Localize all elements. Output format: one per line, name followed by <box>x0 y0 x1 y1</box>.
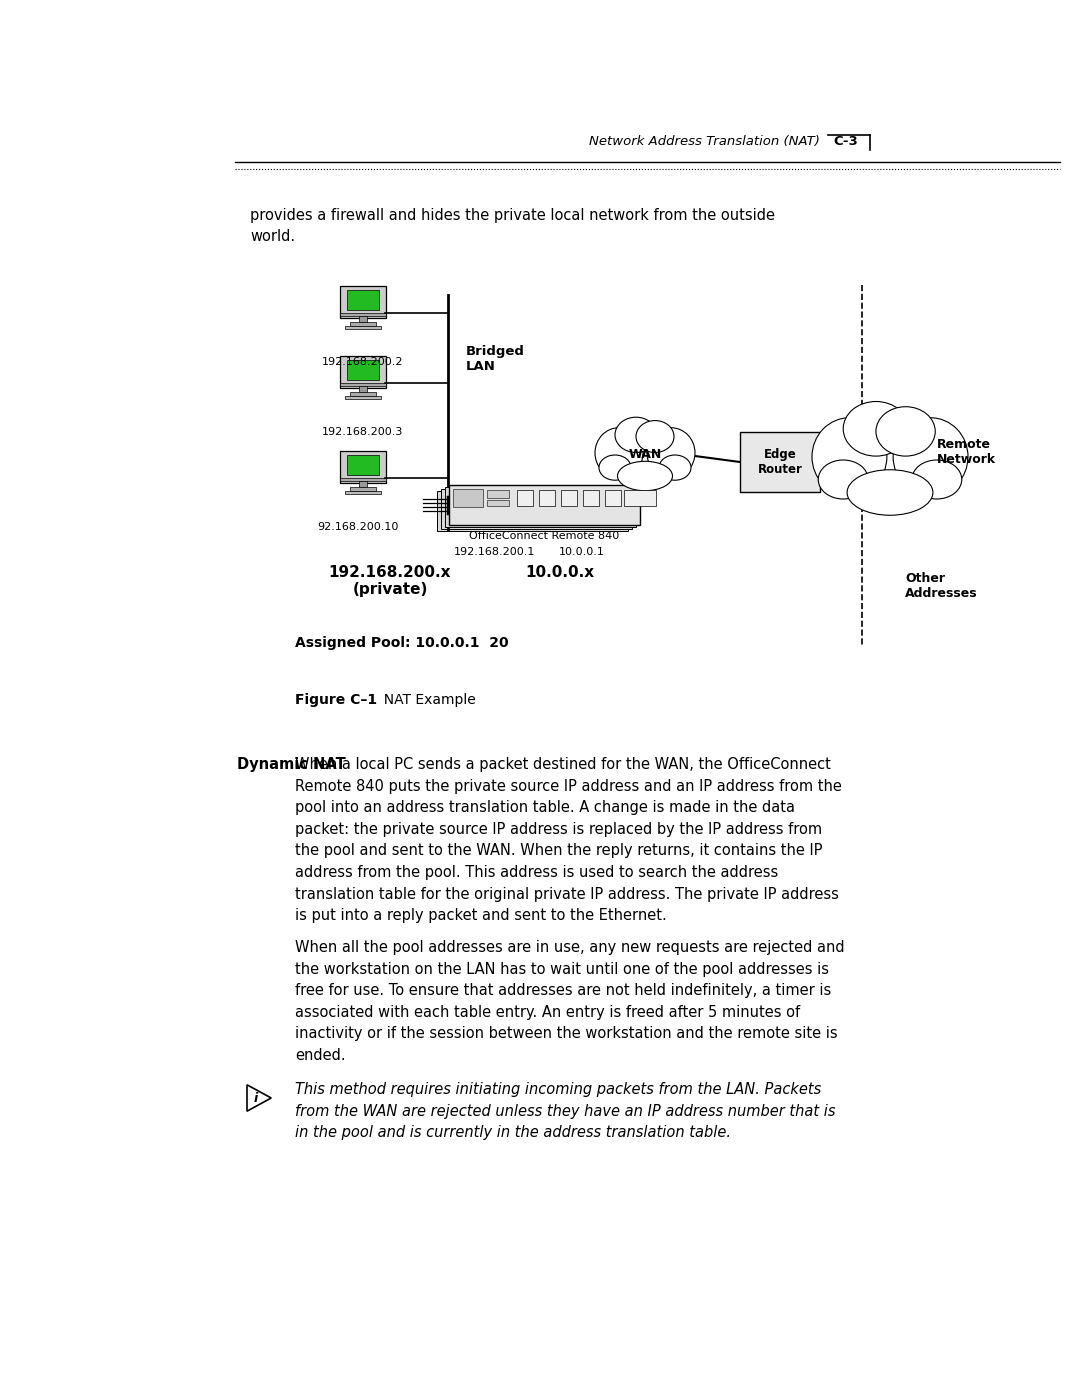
FancyBboxPatch shape <box>350 488 376 492</box>
Ellipse shape <box>819 460 868 499</box>
Text: OfficeConnect Remote 840: OfficeConnect Remote 840 <box>470 531 620 541</box>
Text: 192.168.200.3: 192.168.200.3 <box>322 427 404 437</box>
FancyBboxPatch shape <box>340 285 386 319</box>
Ellipse shape <box>618 461 673 490</box>
FancyBboxPatch shape <box>441 489 632 529</box>
Ellipse shape <box>812 418 887 496</box>
FancyBboxPatch shape <box>561 490 577 506</box>
Text: 10.0.0.1: 10.0.0.1 <box>559 548 605 557</box>
FancyBboxPatch shape <box>345 327 381 330</box>
FancyBboxPatch shape <box>583 490 599 506</box>
Ellipse shape <box>607 422 683 489</box>
Text: Dynamic NAT: Dynamic NAT <box>237 757 346 773</box>
Ellipse shape <box>659 455 691 481</box>
FancyBboxPatch shape <box>517 490 534 506</box>
FancyBboxPatch shape <box>449 485 640 525</box>
FancyBboxPatch shape <box>347 291 379 310</box>
FancyBboxPatch shape <box>487 500 509 506</box>
Text: i: i <box>254 1091 258 1105</box>
Text: When all the pool addresses are in use, any new requests are rejected and
the wo: When all the pool addresses are in use, … <box>295 940 845 1063</box>
FancyBboxPatch shape <box>340 356 386 388</box>
FancyBboxPatch shape <box>347 360 379 380</box>
Ellipse shape <box>832 408 948 511</box>
Text: 10.0.0.x: 10.0.0.x <box>526 564 595 580</box>
FancyBboxPatch shape <box>350 323 376 327</box>
FancyBboxPatch shape <box>359 316 367 323</box>
Text: 92.168.200.10: 92.168.200.10 <box>318 522 399 532</box>
Text: Remote
Network: Remote Network <box>936 439 996 467</box>
Ellipse shape <box>615 418 657 453</box>
FancyBboxPatch shape <box>340 383 386 386</box>
Text: WAN: WAN <box>629 448 662 461</box>
FancyBboxPatch shape <box>345 397 381 400</box>
Text: C-3: C-3 <box>833 136 858 148</box>
Text: Figure C–1: Figure C–1 <box>295 693 377 707</box>
Text: 192.168.200.x
(private): 192.168.200.x (private) <box>328 564 451 598</box>
FancyBboxPatch shape <box>445 488 636 527</box>
Text: provides a firewall and hides the private local network from the outside
world.: provides a firewall and hides the privat… <box>249 208 775 244</box>
Ellipse shape <box>876 407 935 455</box>
FancyBboxPatch shape <box>453 489 483 507</box>
Ellipse shape <box>599 455 631 481</box>
Text: Network Address Translation (NAT): Network Address Translation (NAT) <box>589 136 820 148</box>
FancyBboxPatch shape <box>340 478 386 481</box>
Text: Bridged
LAN: Bridged LAN <box>465 345 525 373</box>
Text: NAT Example: NAT Example <box>375 693 476 707</box>
Ellipse shape <box>843 401 908 455</box>
FancyBboxPatch shape <box>740 432 820 492</box>
FancyBboxPatch shape <box>345 492 381 495</box>
Ellipse shape <box>893 418 968 496</box>
FancyBboxPatch shape <box>359 481 367 488</box>
Ellipse shape <box>595 427 643 478</box>
Text: Assigned Pool: 10.0.0.1  20: Assigned Pool: 10.0.0.1 20 <box>295 636 509 650</box>
FancyBboxPatch shape <box>340 313 386 316</box>
FancyBboxPatch shape <box>487 490 509 497</box>
Text: This method requires initiating incoming packets from the LAN. Packets
from the : This method requires initiating incoming… <box>295 1083 836 1140</box>
Text: Edge
Router: Edge Router <box>757 448 802 476</box>
FancyBboxPatch shape <box>605 490 621 506</box>
Ellipse shape <box>912 460 962 499</box>
Text: 192.168.200.1: 192.168.200.1 <box>454 548 536 557</box>
FancyBboxPatch shape <box>539 490 555 506</box>
Text: When a local PC sends a packet destined for the WAN, the OfficeConnect
Remote 84: When a local PC sends a packet destined … <box>295 757 842 923</box>
FancyBboxPatch shape <box>340 451 386 483</box>
Ellipse shape <box>847 469 933 515</box>
Text: Other
Addresses: Other Addresses <box>905 571 977 599</box>
Ellipse shape <box>647 427 696 478</box>
Text: 192.168.200.2: 192.168.200.2 <box>322 358 404 367</box>
FancyBboxPatch shape <box>624 490 656 506</box>
FancyBboxPatch shape <box>359 386 367 393</box>
FancyBboxPatch shape <box>437 490 627 531</box>
FancyBboxPatch shape <box>347 455 379 475</box>
FancyBboxPatch shape <box>350 393 376 397</box>
Ellipse shape <box>636 420 674 453</box>
